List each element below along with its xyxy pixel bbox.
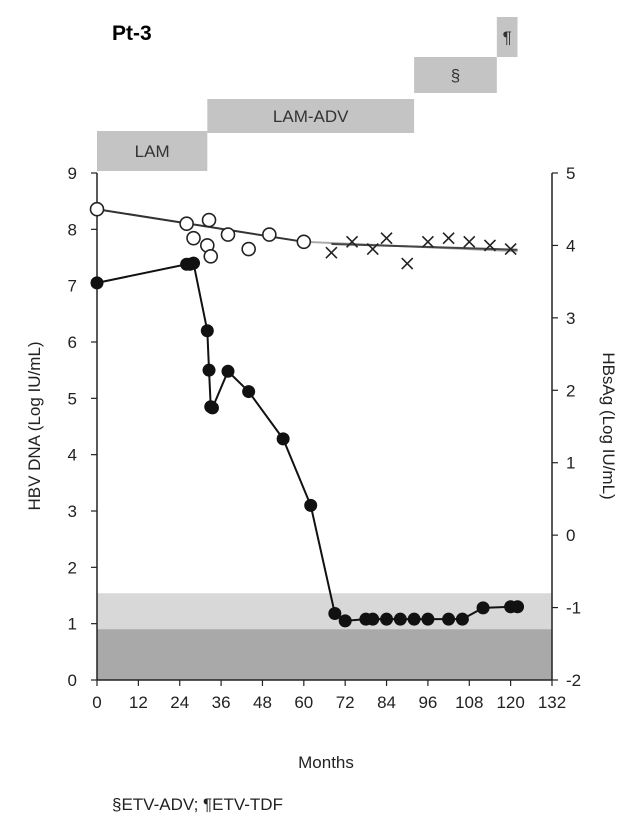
x-tick-label: 36 — [212, 693, 231, 712]
point-x — [380, 232, 393, 245]
point-x — [421, 235, 434, 248]
point-open — [186, 230, 201, 246]
therapy-bar-2 — [414, 57, 497, 93]
point-filled — [202, 363, 216, 377]
therapy-bar-label-1: LAM-ADV — [273, 107, 349, 126]
point-filled — [304, 498, 318, 512]
x-tick-label: 12 — [129, 693, 148, 712]
series-line-hbv-dna — [96, 261, 518, 622]
point-x — [366, 242, 379, 256]
point-open — [241, 241, 256, 257]
point-open — [201, 212, 217, 228]
point-open — [262, 227, 277, 242]
axes: 0 12 24 36 48 60 72 84 96 108 120 1320123456789-2-1… — [68, 164, 582, 712]
y-right-tick-label: 5 — [566, 164, 575, 183]
x-tick-label: 108 — [455, 693, 483, 712]
point-x — [401, 257, 414, 270]
y-left-tick-label: 3 — [68, 502, 77, 521]
x-axis-label: Months — [298, 753, 354, 772]
point-open — [220, 227, 236, 242]
therapy-bar-1 — [207, 99, 415, 133]
point-filled — [221, 364, 235, 378]
point-filled — [511, 600, 525, 614]
point-filled — [276, 432, 290, 446]
point-x — [325, 246, 338, 259]
therapy-bar-0 — [97, 131, 208, 171]
x-tick-label: 96 — [418, 693, 437, 712]
point-filled — [407, 612, 421, 626]
y-left-tick-label: 5 — [68, 389, 77, 408]
y-right-tick-label: -2 — [566, 671, 581, 690]
chart-title: Pt-3 — [112, 22, 152, 45]
point-open — [179, 216, 194, 231]
point-filled — [393, 612, 407, 626]
therapy-bar-label-2: § — [451, 66, 460, 85]
x-tick-label: 60 — [294, 693, 313, 712]
x-tick-label: 132 — [538, 693, 566, 712]
point-filled — [366, 612, 380, 626]
point-x — [504, 242, 517, 256]
point-open — [203, 248, 219, 264]
therapy-bar-3 — [496, 17, 518, 57]
y-left-tick-label: 6 — [68, 333, 77, 352]
point-filled — [187, 256, 201, 270]
point-x — [463, 235, 476, 248]
therapy-bar-label-0: LAM — [135, 142, 170, 161]
point-filled — [421, 612, 435, 626]
footnote: §ETV-ADV; ¶ETV-TDF — [112, 795, 283, 814]
point-filled — [205, 401, 219, 415]
data-marks — [89, 201, 525, 628]
point-x — [483, 239, 497, 252]
point-open — [89, 201, 105, 217]
y-right-tick-label: 1 — [566, 454, 575, 473]
x-tick-label: 120 — [496, 693, 524, 712]
point-filled — [476, 601, 490, 615]
y-left-tick-label: 4 — [68, 446, 77, 465]
x-tick-label: 48 — [253, 693, 272, 712]
x-tick-label: 24 — [170, 693, 189, 712]
y-left-tick-label: 2 — [68, 558, 77, 577]
y-right-tick-label: -1 — [566, 599, 581, 618]
y-left-tick-label: 7 — [68, 277, 77, 296]
y-left-tick-label: 8 — [68, 220, 77, 239]
y-right-tick-label: 2 — [566, 381, 575, 400]
x-tick-label: 84 — [377, 693, 396, 712]
y-left-tick-label: 9 — [68, 164, 77, 183]
x-tick-label: 0 — [92, 693, 101, 712]
point-x — [346, 235, 359, 248]
point-filled — [90, 276, 104, 290]
x-tick-label: 72 — [336, 693, 355, 712]
y-axis-label-right: HBsAg (Log IU/mL) — [599, 352, 618, 499]
point-filled — [242, 385, 256, 399]
shaded-region-1 — [97, 629, 552, 680]
y-left-tick-label: 1 — [68, 615, 77, 634]
point-x — [442, 232, 455, 245]
point-filled — [338, 614, 352, 628]
lloq-shading — [97, 593, 552, 680]
y-right-tick-label: 3 — [566, 309, 575, 328]
point-filled — [200, 324, 214, 338]
point-filled — [455, 612, 469, 626]
point-open — [296, 234, 312, 250]
y-right-tick-label: 4 — [566, 236, 575, 255]
therapy-bar-label-3: ¶ — [503, 28, 512, 47]
point-filled — [442, 612, 456, 626]
y-axis-label-left: HBV DNA (Log IU/mL) — [25, 341, 44, 510]
y-right-tick-label: 0 — [566, 526, 575, 545]
therapy-bars: LAM LAM-ADV § ¶ — [97, 17, 518, 171]
point-filled — [380, 612, 394, 626]
y-left-tick-label: 0 — [68, 671, 77, 690]
point-filled — [328, 607, 342, 621]
